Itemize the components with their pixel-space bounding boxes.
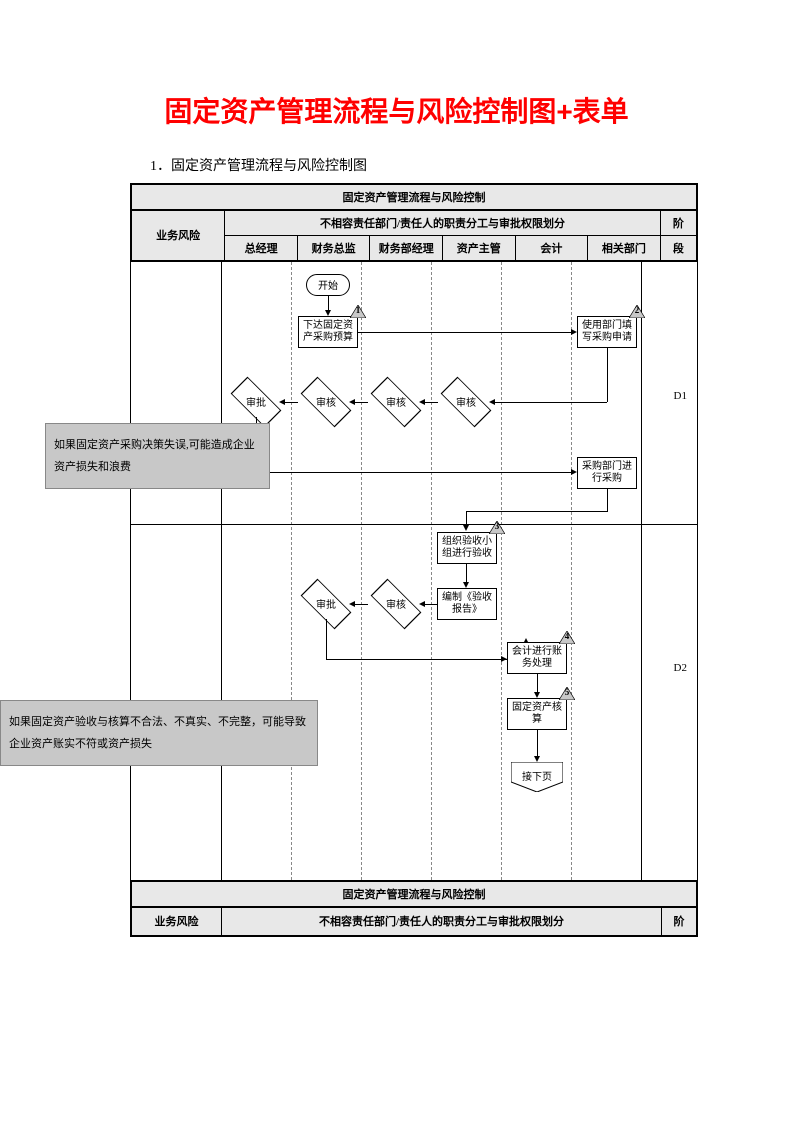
node-n4: 会计进行账务处理 — [507, 642, 567, 674]
arrow — [494, 402, 607, 403]
node-n5: 固定资产核算 — [507, 698, 567, 730]
node-purchase: 采购部门进行采购 — [577, 457, 637, 489]
arrow-head — [571, 329, 577, 335]
sep-c2 — [361, 262, 362, 880]
footer-risk: 业务风险 — [132, 907, 222, 935]
arrow-head — [463, 525, 469, 531]
badge-5: 5 — [559, 687, 575, 700]
footer-table-1: 固定资产管理流程与风险控制 — [131, 881, 697, 907]
arrow-head — [419, 399, 425, 405]
node-nextpage: 接下页 — [511, 762, 563, 792]
header-table-1: 固定资产管理流程与风险控制 — [131, 184, 697, 210]
node-n3: 组织验收小组进行验收 — [437, 532, 497, 564]
arrow — [326, 659, 526, 660]
sep-c5 — [571, 262, 572, 880]
node-n2: 使用部门填写采购申请 — [577, 316, 637, 348]
col-c4: 资产主管 — [442, 235, 515, 260]
arrow — [607, 489, 608, 511]
arrow — [354, 402, 368, 403]
badge-3: 3 — [489, 521, 505, 534]
diamond-approve-r2: 审批 — [306, 590, 346, 618]
footer-phase: 阶 — [662, 907, 697, 935]
diamond-review-4: 审核 — [446, 388, 486, 416]
main-title: 固定资产管理流程与风险控制图+表单 — [90, 90, 703, 135]
node-report: 编制《验收报告》 — [437, 588, 497, 620]
arrow — [424, 402, 438, 403]
badge-4: 4 — [559, 631, 575, 644]
col-risk: 业务风险 — [132, 210, 225, 260]
col-c1: 总经理 — [225, 235, 298, 260]
col-c5: 会计 — [515, 235, 588, 260]
arrow — [466, 564, 467, 584]
arrow — [537, 730, 538, 758]
arrow-head — [489, 399, 495, 405]
footer-table-2: 业务风险 不相容责任部门/责任人的职责分工与审批权限划分 阶 — [131, 907, 697, 936]
arrow — [537, 674, 538, 694]
sep-risk — [221, 262, 222, 880]
diamond-review-r2: 审核 — [376, 590, 416, 618]
arrow — [424, 604, 437, 605]
risk-callout-2: 如果固定资产验收与核算不合法、不真实、不完整，可能导致企业资产账实不符或资产损失 — [0, 700, 318, 766]
arrow — [354, 604, 368, 605]
arrow — [326, 619, 327, 659]
col-c2: 财务总监 — [297, 235, 370, 260]
sep-c3 — [431, 262, 432, 880]
arrow-head — [349, 399, 355, 405]
col-resp: 不相容责任部门/责任人的职责分工与审批权限划分 — [225, 210, 660, 235]
diamond-approve-1: 审批 — [236, 388, 276, 416]
header-table-2: 业务风险 不相容责任部门/责任人的职责分工与审批权限划分 阶 总经理 财务总监 … — [131, 210, 697, 261]
col-c3: 财务部经理 — [370, 235, 443, 260]
diagram-container: 固定资产管理流程与风险控制 业务风险 不相容责任部门/责任人的职责分工与审批权限… — [130, 183, 698, 937]
page: 固定资产管理流程与风险控制图+表单 1．固定资产管理流程与风险控制图 固定资产管… — [0, 0, 793, 1122]
arrow-head — [501, 656, 507, 662]
sep-c6 — [641, 262, 642, 880]
diamond-review-2: 审核 — [306, 388, 346, 416]
arrow-head — [279, 399, 285, 405]
diamond-review-3: 审核 — [376, 388, 416, 416]
col-c6: 相关部门 — [588, 235, 661, 260]
footer-bar: 固定资产管理流程与风险控制 — [132, 881, 697, 906]
sep-c4 — [501, 262, 502, 880]
arrow — [466, 511, 608, 512]
col-phase-2: 段 — [660, 235, 696, 260]
risk-callout-1: 如果固定资产采购决策失误,可能造成企业资产损失和浪费 — [45, 423, 270, 489]
arrow — [284, 402, 298, 403]
arrow — [256, 472, 571, 473]
section-label: 1．固定资产管理流程与风险控制图 — [150, 155, 793, 175]
node-n1: 下达固定资产采购预算 — [298, 316, 358, 348]
col-phase-1: 阶 — [660, 210, 696, 235]
node-start: 开始 — [306, 274, 350, 296]
badge-2: 2 — [629, 305, 645, 318]
flow-area: D1 D2 开始 下达固定资产采购预算 1 使用部门填写采购申请 2 — [131, 261, 697, 881]
arrow — [358, 332, 571, 333]
badge-1: 1 — [350, 305, 366, 318]
sep-c1 — [291, 262, 292, 880]
phase-d1: D1 — [674, 390, 687, 402]
phase-d2: D2 — [674, 662, 687, 674]
footer-resp: 不相容责任部门/责任人的职责分工与审批权限划分 — [222, 907, 662, 935]
header-bar: 固定资产管理流程与风险控制 — [132, 184, 697, 209]
sep-d1d2 — [131, 524, 697, 525]
arrow — [607, 348, 608, 402]
